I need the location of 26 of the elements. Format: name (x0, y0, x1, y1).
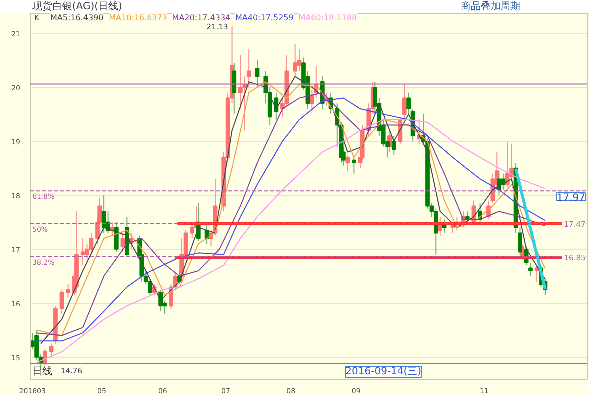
candlestick (402, 83, 407, 120)
text: MA40:17.5259 (236, 14, 294, 22)
candlestick (392, 136, 396, 156)
text: MA5:16.4390 (50, 14, 104, 22)
candlestick (120, 232, 126, 253)
candlestick (293, 44, 298, 78)
candlestick (43, 348, 48, 366)
chart-title: 现货白银(AG)(日线) (32, 0, 123, 12)
text: 周期 (500, 0, 520, 12)
text: MA60:18.1188 (298, 14, 358, 22)
candlestick (80, 238, 86, 266)
candlestick (60, 289, 64, 315)
candlestick (255, 60, 260, 88)
text: 商品叠加 (460, 0, 501, 12)
candlestick (66, 284, 71, 298)
text: MA10:16.6373 (109, 14, 168, 22)
annotation: 2016-09-14(三) (346, 366, 422, 378)
candlestick (346, 154, 350, 172)
candlestick (232, 62, 237, 115)
candlestick (49, 343, 54, 358)
annotation: 日线 (32, 366, 52, 378)
candlestick (352, 157, 356, 174)
candlestick (501, 173, 506, 191)
text: MA20:17.4334 (172, 14, 231, 22)
candlestick (114, 222, 119, 253)
candlestick (158, 289, 163, 312)
